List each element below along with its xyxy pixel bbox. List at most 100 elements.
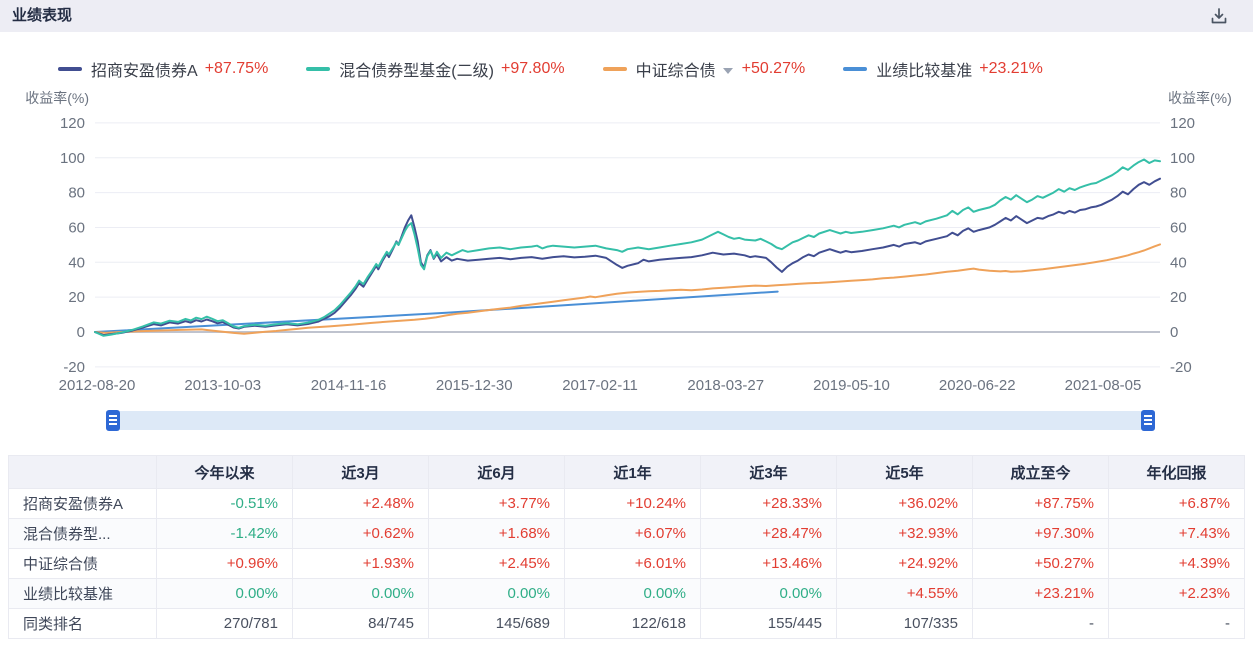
legend-swatch-icon [602,67,627,71]
column-header-3: 近1年 [564,455,701,489]
table-cell: +28.47% [700,518,837,549]
y-axis-tick-right: 20 [1170,289,1187,306]
chart-legend: 招商安盈债券A +87.75% 混合债券型基金(二级) +97.80% 中证综合债 +50… [58,57,1043,81]
table-cell: +1.93% [292,548,429,579]
download-button[interactable] [1207,5,1231,29]
table-row-1: 混合债券型... -1.42% +0.62% +1.68% +6.07% +28.47% +… [8,518,1245,549]
y-axis-tick-left: 60 [68,219,85,236]
x-axis-tick: 2014-11-16 [311,377,387,394]
table-cell: +13.46% [700,548,837,579]
table-cell: +6.87% [1108,488,1245,519]
series-line-index [94,243,1161,335]
x-axis-tick: 2015-12-30 [436,377,513,394]
x-axis-tick: 2013-10-03 [184,377,261,394]
table-row-0: 招商安盈债券A -0.51% +2.48% +3.77% +10.24% +28.33% +… [8,488,1245,519]
dropdown-caret-icon[interactable] [722,67,733,74]
table-cell: +0.62% [292,518,429,549]
y-axis-tick-right: -20 [1170,359,1192,376]
legend-label: 混合债券型基金(二级) [339,63,494,80]
date-range-slider [0,410,1253,431]
slider-handle-right[interactable] [1141,410,1155,431]
table-cell: +24.92% [836,548,973,579]
y-axis-tick-right: 40 [1170,254,1187,271]
table-cell: 122/618 [564,608,701,639]
table-cell: +2.48% [292,488,429,519]
table-cell: +0.96% [156,548,293,579]
table-cell: +2.23% [1108,578,1245,609]
legend-swatch-icon [306,67,331,71]
x-axis-tick: 2021-08-05 [1065,377,1142,394]
legend-label: 中证综合债 [635,63,716,80]
table-header-row: 今年以来 近3月 近6月 近1年 近3年 近5年 成立至今 年化回报 [8,455,1245,489]
column-header-6: 成立至今 [972,455,1109,489]
row-label: 混合债券型... [8,518,157,549]
x-axis-tick: 2019-05-10 [813,377,890,394]
y-axis-tick-left: 100 [60,150,85,167]
table-cell: 145/689 [428,608,565,639]
y-axis-tick-left: -20 [63,359,85,376]
table-cell: +4.55% [836,578,973,609]
table-cell: - [972,608,1109,639]
slider-handle-left[interactable] [106,410,120,431]
panel-title: 业绩表现 [12,7,73,24]
table-corner-cell [8,455,157,489]
performance-table: 今年以来 近3月 近6月 近1年 近3年 近5年 成立至今 年化回报 招商安盈债券A -0.51%… [8,455,1245,639]
legend-label: 招商安盈债券A [91,63,198,80]
table-cell: 155/445 [700,608,837,639]
table-cell: +3.77% [428,488,565,519]
panel-header: 业绩表现 [0,0,1253,32]
y-axis-name-left: 收益率(%) [25,90,89,106]
table-cell: -0.51% [156,488,293,519]
column-header-4: 近3年 [700,455,837,489]
table-cell: +32.93% [836,518,973,549]
table-cell: 107/335 [836,608,973,639]
table-row-2: 中证综合债 +0.96% +1.93% +2.45% +6.01% +13.46% +24.… [8,548,1245,579]
y-axis-tick-right: 60 [1170,219,1187,236]
table-row-4: 同类排名 270/781 84/745 145/689 122/618 155/445 10… [8,608,1245,639]
legend-value: +87.75% [204,60,269,77]
y-axis-tick-left: 120 [60,115,85,132]
table-cell: 270/781 [156,608,293,639]
table-cell: 0.00% [292,578,429,609]
legend-item-fund[interactable]: 招商安盈债券A +87.75% [58,57,268,81]
table-cell: +36.02% [836,488,973,519]
table-cell: +4.39% [1108,548,1245,579]
y-axis-tick-left: 0 [77,324,85,341]
table-cell: -1.42% [156,518,293,549]
legend-item-category[interactable]: 混合债券型基金(二级) +97.80% [306,57,565,81]
y-axis-tick-right: 120 [1170,115,1195,132]
legend-value: +97.80% [500,60,565,77]
y-axis-tick-right: 100 [1170,150,1195,167]
row-label: 中证综合债 [8,548,157,579]
x-axis-tick: 2017-02-11 [562,377,638,394]
series-line-category [94,158,1161,337]
column-header-7: 年化回报 [1108,455,1245,489]
table-cell: 84/745 [292,608,429,639]
table-cell: 0.00% [428,578,565,609]
legend-value: +50.27% [741,60,806,77]
table-cell: 0.00% [564,578,701,609]
row-label: 业绩比较基准 [8,578,157,609]
column-header-0: 今年以来 [156,455,293,489]
legend-item-benchmark[interactable]: 业绩比较基准 +23.21% [843,57,1043,81]
table-cell: +28.33% [700,488,837,519]
legend-value: +23.21% [979,60,1043,77]
legend-item-index[interactable]: 中证综合债 +50.27% [602,57,806,81]
legend-swatch-icon [58,67,82,71]
column-header-5: 近5年 [836,455,973,489]
table-cell: +87.75% [972,488,1109,519]
table-cell: +50.27% [972,548,1109,579]
x-axis-tick: 2012-08-20 [59,377,136,394]
legend-label: 业绩比较基准 [876,63,973,80]
y-axis-tick-left: 20 [68,289,85,306]
table-cell: 0.00% [156,578,293,609]
download-icon [1211,7,1227,23]
series-line-benchmark [94,290,779,333]
series-line-fund [94,177,1161,337]
column-header-1: 近3月 [292,455,429,489]
slider-track[interactable] [106,411,1155,430]
table-cell: +10.24% [564,488,701,519]
table-cell: +6.01% [564,548,701,579]
table-row-3: 业绩比较基准 0.00% 0.00% 0.00% 0.00% 0.00% +4.55% +23… [8,578,1245,609]
